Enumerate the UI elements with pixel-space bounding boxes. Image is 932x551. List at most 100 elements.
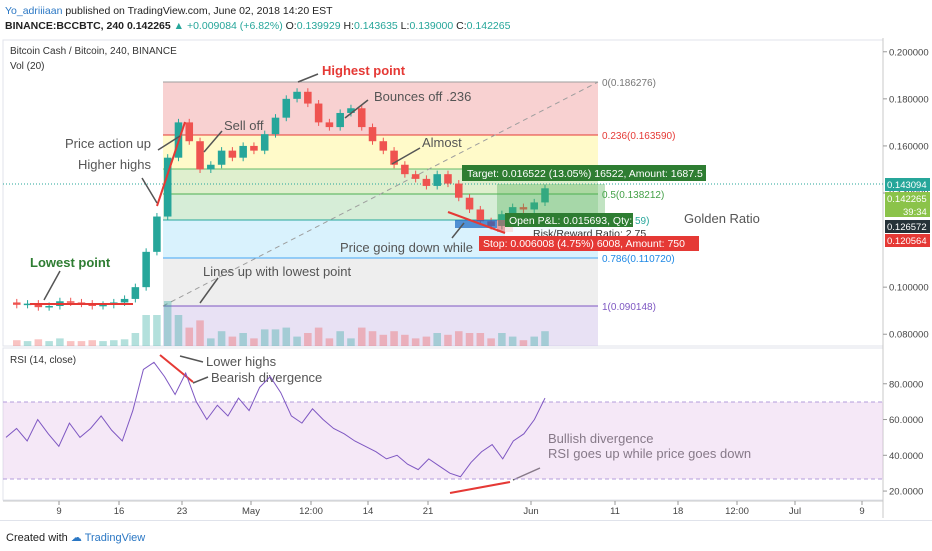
text-lower-highs: Lower highs [206,354,277,369]
volume-bar [185,327,194,346]
volume-bar [120,339,129,346]
volume-bar [508,336,517,346]
text-highest-point: Highest point [322,63,406,78]
badge-3: 39:34 [903,207,927,218]
candle-body [131,287,140,299]
time-tick-label: 9 [56,506,61,517]
time-tick-label: 16 [114,506,125,517]
long-position-tool[interactable]: Target: 0.016522 (13.05%) 16522, Amount:… [455,165,706,251]
text-golden-ratio: Golden Ratio [684,211,760,226]
volume-bar [314,327,323,346]
time-tick-label: 18 [673,506,684,517]
time-tick-label: 23 [177,506,188,517]
candle-body [336,112,344,128]
text-lowest-point: Lowest point [30,255,111,270]
candle-body [476,209,485,222]
volume-bar [379,334,388,346]
candle-body [185,122,194,142]
volume-bar [498,333,506,346]
close-value: 0.142265 [466,20,511,32]
fib-partial-label: 59) [635,216,649,227]
text-almost: Almost [422,135,462,150]
candle-body [368,127,377,142]
low-label: L: [400,20,410,32]
chart-canvas[interactable]: 0(0.186276) 0.236(0.163590) 0.5(0.138212… [0,38,932,520]
publish-info: published on TradingView.com, June 02, 2… [65,5,333,17]
volume-bar [34,339,43,346]
volume-bar [401,334,409,346]
badge-4-bg [885,220,930,233]
series-title[interactable]: Bitcoin Cash / Bitcoin, 240, BINANCE [10,46,177,57]
badge-1-bg [885,178,930,191]
volume-bar [260,329,269,346]
volume-bar [196,320,204,346]
tradingview-logo-icon: ☁ [70,532,82,544]
candle-body [34,303,43,308]
vol-legend[interactable]: Vol (20) [10,61,44,72]
rsi-band [3,402,883,479]
volume-bar [45,341,53,346]
arrow-bullish [512,467,541,481]
open-value: 0.139929 [296,20,341,32]
price-badges: 0.143094 0.142265 39:34 0.126572 0.12056… [885,178,930,247]
volume-bar [476,333,485,346]
time-tick-label: Jul [789,506,801,517]
candle-body [153,216,161,252]
volume-bar [271,329,280,346]
stop-label: Stop: 0.006008 (4.75%) 6008, Amount: 750 [483,238,685,250]
text-sell-off: Sell off [224,118,264,133]
rsi-legend[interactable]: RSI (14, close) [10,355,76,366]
arrow-higher-highs [141,177,158,204]
text-bullish: Bullish divergence [548,431,654,446]
candle-body [23,303,32,306]
fib-trend-line [162,81,599,307]
fib-label-236: 0.236(0.163590) [602,131,675,142]
candle-body [250,145,258,151]
candle-body [99,304,107,307]
close-label: C: [456,20,467,32]
candle-body [260,134,269,151]
volume-bar [433,333,441,346]
candle-body [314,103,323,123]
rsi-tick-label: 80.0000 [889,379,923,390]
candle-body [379,141,388,151]
badge-5: 0.120564 [887,236,927,247]
time-tick-label: 12:00 [725,506,749,517]
price-tick-label: 0.160000 [889,141,929,152]
trend-lines[interactable] [30,121,511,494]
price-tick-label: 0.080000 [889,330,929,341]
rsi-pane[interactable] [2,347,884,501]
arrow-lines-up [199,277,219,304]
volume-bar [487,338,495,346]
position-entry-zone [455,220,497,228]
volume-bar [153,315,161,346]
volume-bar [454,331,463,346]
footer: Created with ☁ TradingView [0,520,932,551]
candle-body [422,178,431,186]
fib-label-1: 1(0.090148) [602,302,656,313]
candle-body [541,188,549,203]
badge-2: 0.142265 [887,194,927,205]
candle-body [304,91,312,104]
candle-body [325,122,334,128]
rsi-line[interactable] [5,361,546,478]
candle-body [45,305,53,308]
volume-bar [56,338,64,346]
fib-label-786: 0.786(0.110720) [602,254,675,265]
candle-body [508,207,517,215]
rsi-axis[interactable]: 80.0000 60.0000 40.0000 20.0000 [883,379,923,498]
fib-label-0: 0(0.186276) [602,78,656,89]
open-pl-label: Open P&L: 0.015693, Qty: 41611 [509,215,664,227]
volume-bar [77,341,86,346]
time-tick-label: 12:00 [299,506,323,517]
candle-body [282,98,291,118]
candle-body [401,164,409,175]
author-link[interactable]: Yo_adriiiaan [5,5,63,17]
volume-bar [110,340,118,346]
tradingview-link[interactable]: TradingView [84,532,146,544]
text-price-action: Price action up [65,136,151,151]
time-axis[interactable]: 9 16 23 May 12:00 14 21 Jun 11 18 12:00 Jul 9 [56,501,865,517]
high-value: 0.143635 [353,20,398,32]
time-tick-label: 14 [363,506,374,517]
volume-bar [23,341,32,346]
